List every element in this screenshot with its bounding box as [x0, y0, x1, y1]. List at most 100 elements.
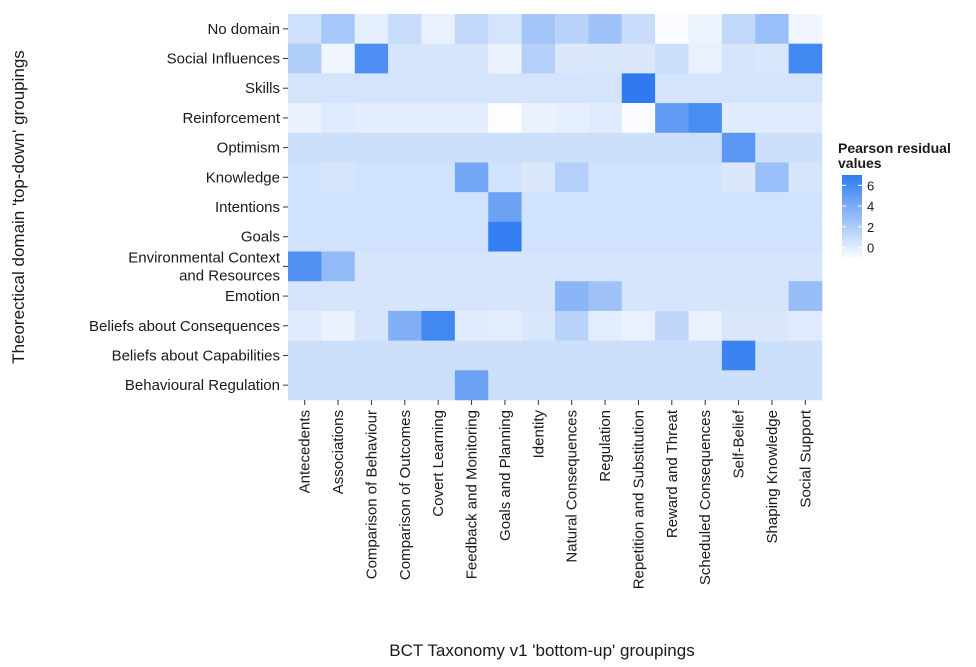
- heatmap-cell: [354, 251, 389, 282]
- heatmap-cell: [288, 221, 322, 252]
- heatmap-cell: [388, 73, 422, 104]
- heatmap-cell: [488, 14, 522, 44]
- x-tick-label: Scheduled Consequences: [697, 410, 714, 585]
- heatmap-cell: [555, 221, 589, 252]
- x-tick-label: Natural Consequences: [564, 410, 581, 563]
- heatmap-cell: [288, 340, 322, 371]
- x-tick-label: Feedback and Monitoring: [464, 410, 481, 579]
- y-tick-label: Social Influences: [167, 51, 280, 68]
- heatmap-cell: [655, 132, 689, 163]
- heatmap-cell: [621, 73, 656, 104]
- heatmap-cell: [421, 192, 456, 223]
- heatmap-cell: [454, 281, 489, 312]
- heatmap-cell: [288, 162, 322, 193]
- y-tick-label: No domain: [207, 21, 280, 38]
- heatmap-cell: [454, 370, 489, 401]
- y-tick-label: Reinforcement: [182, 110, 280, 127]
- heatmap-cell: [354, 103, 389, 134]
- y-tick-label-line: Environmental Context: [128, 249, 281, 266]
- y-tick-label: Behavioural Regulation: [125, 377, 280, 394]
- heatmap-cell: [721, 310, 756, 341]
- heatmap-cell: [321, 281, 356, 312]
- heatmap-cell: [721, 251, 756, 282]
- heatmap-cell: [588, 192, 623, 223]
- heatmap-cell: [755, 221, 789, 252]
- x-tick-label: Goals and Planning: [497, 410, 514, 541]
- heatmap-cell: [721, 221, 756, 252]
- y-tick-label: Goals: [241, 229, 280, 246]
- heatmap-cell: [721, 281, 756, 312]
- y-tick-label: Intentions: [215, 199, 280, 216]
- heatmap-cell: [288, 281, 322, 312]
- heatmap-cell: [555, 14, 589, 44]
- heatmap-cell: [788, 221, 823, 252]
- heatmap-cell: [655, 281, 689, 312]
- heatmap-cell: [621, 370, 656, 401]
- heatmap-cell: [788, 103, 823, 134]
- heatmap-cell: [321, 370, 356, 401]
- legend-tick-label: 6: [867, 178, 874, 193]
- heatmap-cell: [788, 43, 823, 74]
- heatmap-cell: [721, 132, 756, 163]
- heatmap-cell: [421, 340, 456, 371]
- heatmap-cell: [488, 103, 522, 134]
- heatmap-cell: [354, 221, 389, 252]
- heatmap-cell: [521, 73, 556, 104]
- heatmap-cell: [621, 281, 656, 312]
- heatmap-cell: [688, 132, 723, 163]
- heatmap-cell: [321, 73, 356, 104]
- x-tick-label: Covert Learning: [430, 410, 447, 517]
- y-tick-label-line: Optimism: [217, 140, 280, 157]
- heatmap-cell: [421, 103, 456, 134]
- y-tick-label: Emotion: [225, 288, 280, 305]
- heatmap-cell: [321, 43, 356, 74]
- heatmap-cell: [321, 251, 356, 282]
- heatmap-cell: [688, 221, 723, 252]
- heatmap-cell: [454, 73, 489, 104]
- heatmap-cell: [421, 14, 456, 44]
- heatmap-cell: [555, 281, 589, 312]
- heatmap-cell: [555, 132, 589, 163]
- heatmap-cell: [388, 251, 422, 282]
- heatmap-cell: [354, 310, 389, 341]
- heatmap-cell: [721, 162, 756, 193]
- heatmap-cell: [788, 281, 823, 312]
- heatmap-cell: [621, 221, 656, 252]
- heatmap-cell: [721, 370, 756, 401]
- heatmap-cell: [555, 251, 589, 282]
- heatmap-cell: [521, 221, 556, 252]
- heatmap-cell: [621, 192, 656, 223]
- heatmap-cell: [521, 14, 556, 44]
- heatmap-cell: [588, 281, 623, 312]
- y-tick-label: Beliefs about Consequences: [89, 318, 280, 335]
- heatmap-cell: [321, 14, 356, 44]
- heatmap-cell: [388, 132, 422, 163]
- x-tick-label: Associations: [330, 410, 347, 494]
- heatmap-cell: [388, 281, 422, 312]
- heatmap-cell: [555, 103, 589, 134]
- heatmap-cell: [488, 192, 522, 223]
- y-tick-label: Skills: [245, 80, 280, 97]
- y-axis-title: Theorectical domain 'top-down' groupings: [9, 50, 28, 364]
- heatmap-cell: [688, 251, 723, 282]
- heatmap-cell: [454, 340, 489, 371]
- heatmap-cell: [388, 162, 422, 193]
- heatmap-cell: [288, 103, 322, 134]
- heatmap-cell: [655, 340, 689, 371]
- heatmap-cell: [521, 162, 556, 193]
- heatmap-cell: [755, 103, 789, 134]
- heatmap-cell: [555, 73, 589, 104]
- x-tick-labels: Antecedents Associations Comparison of Beh…: [297, 409, 815, 589]
- heatmap-cell: [521, 281, 556, 312]
- heatmap-cell: [521, 340, 556, 371]
- heatmap-cell: [655, 370, 689, 401]
- legend-color-bar: [842, 175, 862, 260]
- heatmap-cell: [321, 162, 356, 193]
- heatmap-cell: [755, 14, 789, 44]
- heatmap-cell: [488, 370, 522, 401]
- heatmap-cell: [488, 340, 522, 371]
- heatmap-cell: [321, 103, 356, 134]
- heatmap-cell: [454, 132, 489, 163]
- heatmap-cell: [488, 310, 522, 341]
- heatmap-cell: [588, 73, 623, 104]
